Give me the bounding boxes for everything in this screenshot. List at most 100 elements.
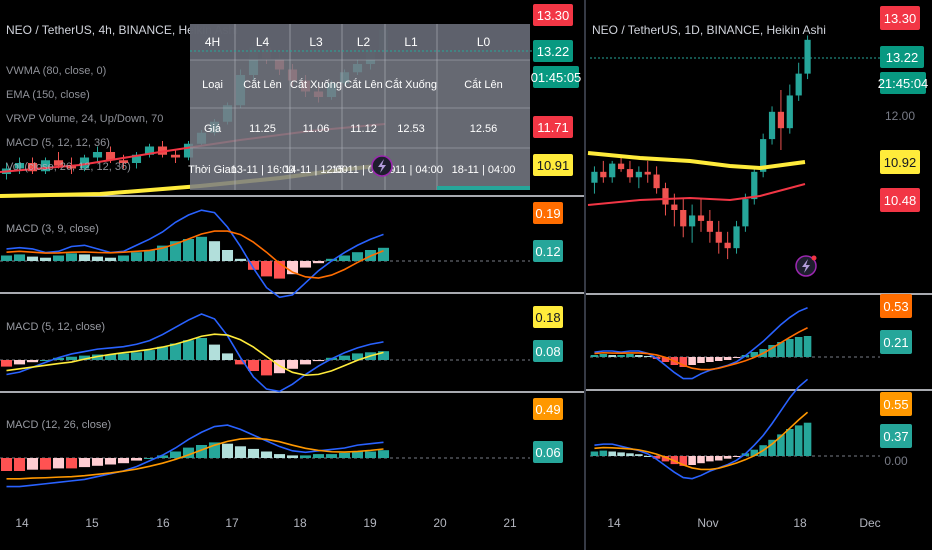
signal-table-cell: Cắt Xuống bbox=[385, 78, 437, 91]
right-macd-hist-badge-text: 0.37 bbox=[883, 429, 908, 444]
left-vwma-badge: 11.71 bbox=[533, 116, 573, 138]
left-macd3-hist-bar bbox=[156, 455, 169, 458]
left-macd1-hist-bar bbox=[39, 257, 52, 261]
left-high-badge-text: 13.30 bbox=[537, 8, 570, 23]
right-macd2-hist-bar bbox=[714, 456, 723, 461]
left-macd2-hist-bar bbox=[299, 360, 312, 365]
right-macd2-hist-bar bbox=[643, 456, 652, 457]
left-macd3-hist-bar bbox=[325, 454, 338, 458]
left-main-candle bbox=[105, 152, 116, 161]
alert-bolt-icon-glyph[interactable] bbox=[378, 159, 386, 173]
left-macd1-hist-bar bbox=[234, 258, 247, 261]
left-x-tick: 16 bbox=[156, 516, 170, 530]
left-macd-hist-badge: 0.08 bbox=[533, 340, 563, 362]
right-x-tick: 14 bbox=[607, 516, 621, 530]
left-macd3-hist-bar bbox=[182, 447, 195, 458]
right-macd-signal-badge-bg bbox=[880, 392, 912, 416]
left-macd1-hist-bar bbox=[182, 239, 195, 261]
left-macd-signal-badge-bg bbox=[533, 306, 563, 328]
left-macd3-hist-bar bbox=[195, 445, 208, 458]
left-macd3-hist-bar bbox=[260, 451, 273, 458]
left-macd1-hist-bar bbox=[130, 252, 143, 261]
left-ema-badge: 10.91 bbox=[533, 154, 573, 176]
left-macd-signal-badge: 0.18 bbox=[533, 306, 563, 328]
left-macd2-macd-line bbox=[6, 313, 384, 393]
left-macd1-hist-bar bbox=[195, 236, 208, 261]
left-macd1-hist-bar bbox=[13, 254, 26, 261]
right-macd2-hist-bar bbox=[723, 456, 732, 459]
right-macd2-hist-bar bbox=[794, 425, 803, 456]
signal-table-header: L2 bbox=[357, 35, 371, 49]
signal-table-cell: 12.56 bbox=[470, 123, 498, 135]
right-chart-title: NEO / TetherUS, 1D, BINANCE, Heikin Ashi bbox=[592, 23, 826, 37]
left-macd-hist-badge-bg bbox=[533, 441, 563, 463]
left-vwma-badge-bg bbox=[533, 116, 573, 138]
right-macd2-hist-bar bbox=[688, 456, 696, 465]
left-macd3-hist-bar bbox=[377, 450, 390, 458]
right-macd2-hist-bar bbox=[617, 452, 625, 456]
signal-table-cell: 11.25 bbox=[249, 123, 276, 135]
left-last-price-badge: 13.22 bbox=[533, 40, 573, 62]
right-alert-bolt-icon[interactable] bbox=[795, 255, 817, 277]
right-main-candle bbox=[644, 171, 651, 175]
left-macd-title: MACD (5, 12, close) bbox=[6, 321, 105, 333]
left-macd3-hist-bar bbox=[39, 458, 52, 470]
right-macd-signal-badge-text: 0.55 bbox=[883, 397, 908, 412]
signal-table-cell: Giá bbox=[204, 123, 222, 135]
left-macd3-hist-bar bbox=[143, 458, 156, 459]
left-macd2-hist-bar bbox=[13, 360, 26, 365]
left-macd1-macd-line bbox=[6, 209, 384, 299]
left-macd2-hist-bar bbox=[156, 346, 169, 360]
left-vwma-badge-text: 11.71 bbox=[537, 120, 569, 135]
right-macd-signal-badge: 0.55 bbox=[880, 392, 912, 416]
left-macd1-hist-bar bbox=[0, 255, 13, 261]
left-macd1-hist-bar bbox=[169, 241, 182, 261]
right-macd1-hist-bar bbox=[803, 336, 812, 357]
left-main-candle bbox=[79, 157, 90, 169]
left-macd1-hist-bar bbox=[78, 254, 91, 261]
right-alert-bolt-icon-glyph[interactable] bbox=[802, 259, 810, 273]
right-macd1-hist-bar bbox=[786, 339, 794, 357]
right-countdown-badge-text: 21:45:04 bbox=[878, 76, 929, 91]
left-macd2-hist-bar bbox=[260, 360, 273, 376]
left-macd1-hist-bar bbox=[143, 250, 156, 261]
left-macd2-hist-bar bbox=[312, 360, 325, 362]
left-macd3-signal-line bbox=[6, 437, 384, 480]
left-macd2-hist-bar bbox=[221, 353, 234, 360]
right-macd2-hist-bar bbox=[697, 456, 705, 464]
signal-table-header: L3 bbox=[309, 35, 323, 49]
left-macd3-hist-bar bbox=[208, 442, 221, 458]
left-macd3-hist-bar bbox=[234, 446, 247, 458]
right-macd-hist-badge-bg bbox=[880, 330, 912, 354]
right-macd1-hist-bar bbox=[643, 356, 652, 357]
right-macd-signal-badge-bg bbox=[880, 294, 912, 318]
left-x-tick: 14 bbox=[15, 516, 29, 530]
left-macd3-hist-bar bbox=[65, 458, 78, 469]
right-main-candle bbox=[742, 199, 749, 227]
right-x-tick: Dec bbox=[859, 516, 880, 530]
left-macd2-hist-bar bbox=[286, 360, 299, 369]
right-ma-yellow-badge: 10.92 bbox=[880, 150, 920, 174]
alert-bolt-icon[interactable] bbox=[371, 155, 393, 177]
right-high-badge-text: 13.30 bbox=[884, 11, 917, 26]
left-macd-hist-badge-text: 0.06 bbox=[535, 445, 560, 460]
right-macd1-hist-bar bbox=[794, 337, 803, 357]
left-macd2-signal-line bbox=[6, 333, 384, 377]
right-main-candle bbox=[706, 220, 713, 232]
left-macd2-hist-bar bbox=[26, 360, 39, 363]
right-main-candle bbox=[591, 171, 598, 183]
left-x-tick: 15 bbox=[85, 516, 99, 530]
left-main-candle bbox=[66, 165, 77, 169]
right-main-candle bbox=[617, 163, 625, 170]
left-macd3-hist-bar bbox=[338, 452, 351, 458]
right-main-candle bbox=[662, 188, 669, 205]
left-macd1-hist-bar bbox=[65, 253, 78, 261]
right-macd1-hist-bar bbox=[635, 355, 643, 357]
left-macd1-signal-line bbox=[6, 230, 384, 279]
left-indicator-legend: Vol (close, 26, 12, 12, 36) bbox=[6, 161, 131, 173]
left-x-tick: 21 bbox=[503, 516, 517, 530]
left-macd1-hist-bar bbox=[273, 261, 286, 279]
right-main-candle bbox=[697, 215, 705, 221]
left-macd2-hist-bar bbox=[143, 350, 156, 360]
